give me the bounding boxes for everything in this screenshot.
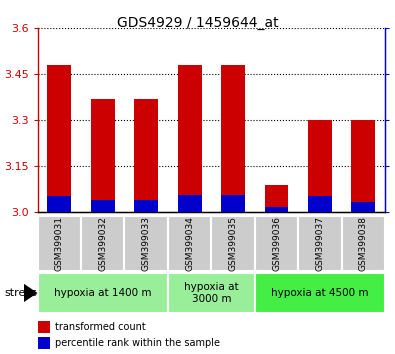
Bar [221,195,245,212]
Text: percentile rank within the sample: percentile rank within the sample [55,338,220,348]
Bar [342,216,385,271]
Bar [91,200,115,212]
Text: GSM399038: GSM399038 [359,216,368,271]
Text: hypoxia at 4500 m: hypoxia at 4500 m [271,288,369,298]
Bar [47,195,71,212]
Bar [178,195,201,212]
Text: transformed count: transformed count [55,322,146,332]
Text: hypoxia at
3000 m: hypoxia at 3000 m [184,282,239,304]
Text: hypoxia at 1400 m: hypoxia at 1400 m [54,288,151,298]
Text: GSM399032: GSM399032 [98,216,107,271]
Bar [81,216,124,271]
Bar [352,120,375,212]
Bar [221,65,245,212]
Bar [38,273,168,313]
Bar [38,337,50,349]
Bar [255,216,298,271]
Bar [308,120,332,212]
Text: GSM399033: GSM399033 [142,216,150,271]
Polygon shape [24,284,38,302]
Bar [134,200,158,212]
Bar [298,216,342,271]
Bar [38,216,81,271]
Bar [47,65,71,212]
Bar [178,65,201,212]
Bar [124,216,168,271]
Bar [134,99,158,212]
Text: GSM399036: GSM399036 [272,216,281,271]
Text: GSM399035: GSM399035 [229,216,237,271]
Bar [255,273,385,313]
Bar [352,202,375,212]
Text: stress: stress [4,288,37,298]
Bar [308,196,332,212]
Text: GSM399031: GSM399031 [55,216,64,271]
Bar [265,185,288,212]
Bar [168,273,255,313]
Text: GSM399034: GSM399034 [185,216,194,271]
Bar [91,99,115,212]
Text: GSM399037: GSM399037 [316,216,324,271]
Bar [168,216,211,271]
Text: GDS4929 / 1459644_at: GDS4929 / 1459644_at [117,16,278,30]
Bar [38,321,50,333]
Bar [211,216,255,271]
Bar [265,207,288,212]
